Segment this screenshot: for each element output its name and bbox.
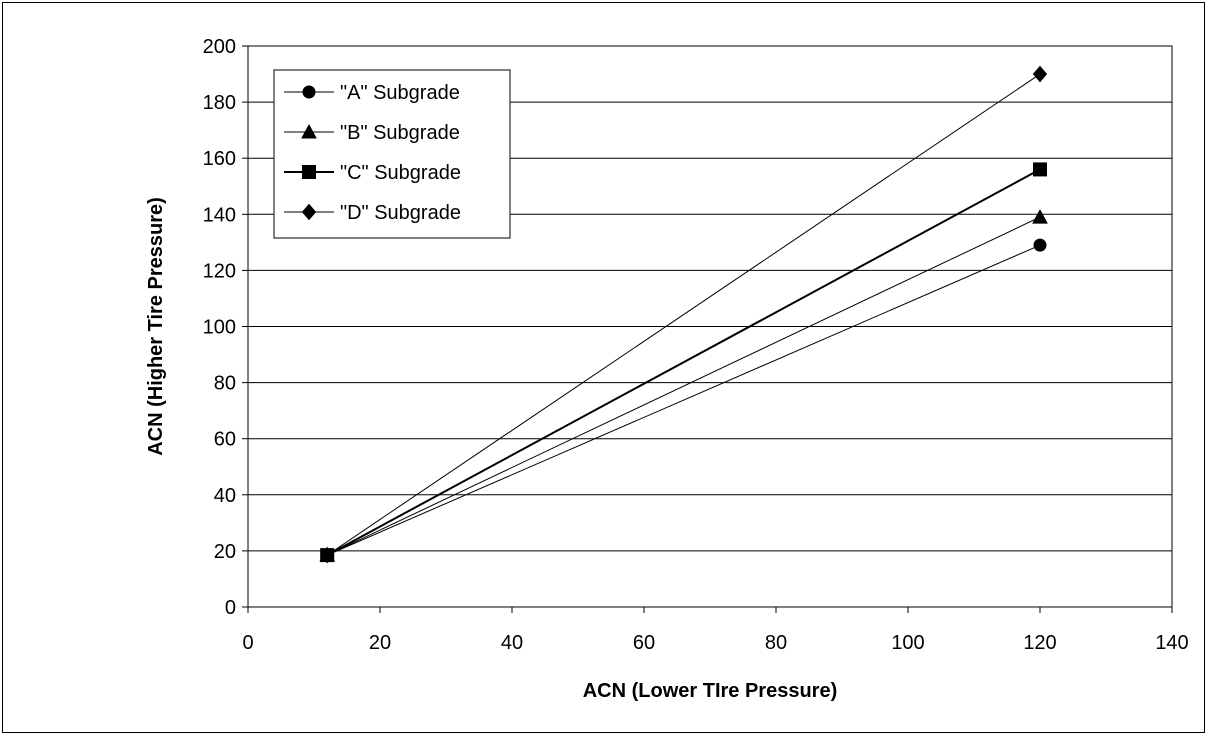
point-square-1 — [1033, 162, 1047, 177]
legend-label-square: "C" Subgrade — [340, 162, 461, 184]
point-circle-1 — [1033, 238, 1047, 252]
y-tick-label-160: 160 — [203, 148, 236, 170]
series-circle — [320, 238, 1047, 562]
legend-item-triangle: "B" Subgrade — [284, 122, 460, 144]
series-diamond — [320, 65, 1048, 564]
legend: "A" Subgrade "B" Subgrade "C" Subgrade "D" … — [273, 69, 511, 239]
legend-marker-square — [302, 165, 316, 179]
x-tick-label-60: 60 — [633, 632, 655, 654]
y-tick-label-200: 200 — [203, 36, 236, 58]
y-axis-title: ACN (Higher Tire Pressure) — [145, 197, 167, 456]
y-tick-label-60: 60 — [214, 429, 236, 451]
point-triangle-1 — [1032, 209, 1048, 224]
point-diamond-1 — [1032, 65, 1048, 83]
tick-labels: 0 20 40 60 80 100 120 140 160 180 200 0 20 40 60 80 100 1… — [203, 36, 1189, 654]
y-tick-label-80: 80 — [214, 373, 236, 395]
series-triangle — [319, 209, 1048, 562]
y-tick-label-120: 120 — [203, 260, 236, 282]
x-tick-label-0: 0 — [242, 632, 253, 654]
x-tick-label-80: 80 — [765, 632, 787, 654]
y-tick-label-20: 20 — [214, 541, 236, 563]
legend-item-circle: "A" Subgrade — [284, 82, 460, 104]
series-line-square — [326, 168, 1041, 556]
axes — [242, 45, 1173, 613]
series-line-triangle — [326, 216, 1041, 556]
x-axis-title: ACN (Lower TIre Pressure) — [583, 680, 838, 702]
legend-marker-diamond — [301, 203, 317, 221]
legend-label-diamond: "D" Subgrade — [340, 202, 461, 224]
y-tick-label-100: 100 — [203, 317, 236, 339]
x-tick-label-20: 20 — [369, 632, 391, 654]
series-group — [319, 65, 1048, 564]
y-tick-label-40: 40 — [214, 485, 236, 507]
legend-marker-triangle — [301, 123, 317, 139]
legend-item-square: "C" Subgrade — [284, 162, 461, 184]
y-tick-label-180: 180 — [203, 92, 236, 114]
legend-item-diamond: "D" Subgrade — [284, 202, 461, 224]
y-tick-label-0: 0 — [225, 597, 236, 619]
y-tick-label-140: 140 — [203, 204, 236, 226]
series-line-diamond — [326, 73, 1041, 556]
x-tick-label-40: 40 — [501, 632, 523, 654]
legend-label-circle: "A" Subgrade — [340, 82, 460, 104]
x-tick-label-100: 100 — [891, 632, 924, 654]
x-tick-label-140: 140 — [1155, 632, 1188, 654]
series-line-circle — [327, 244, 1041, 556]
x-tick-label-120: 120 — [1023, 632, 1056, 654]
point-diamond-0 — [320, 546, 335, 564]
legend-marker-circle — [302, 85, 316, 99]
legend-label-triangle: "B" Subgrade — [340, 122, 460, 144]
